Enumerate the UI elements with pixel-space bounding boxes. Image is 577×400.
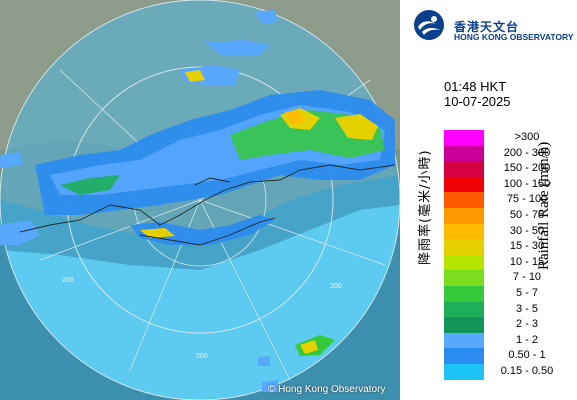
observation-date: 10-07-2025: [444, 94, 511, 109]
legend-title-cn: 降雨率(毫米/小時): [418, 149, 433, 265]
legend-label: >300: [514, 131, 540, 143]
legend-swatch: [444, 317, 484, 333]
legend-item: 3 - 5: [444, 301, 572, 318]
rainfall-legend: >300 200 - 300 150 - 200 100 - 150 75 - 100 5…: [444, 130, 572, 380]
legend-item: 100 - 150: [444, 176, 572, 193]
legend-item: 5 - 7: [444, 285, 572, 302]
legend-swatch: [444, 332, 484, 349]
hko-logo: 香港天文台 HONG KONG OBSERVATORY: [412, 8, 574, 42]
legend-label: 7 - 10: [512, 271, 542, 284]
legend-label: 10 - 15: [509, 255, 545, 268]
legend-item: 50 - 75: [444, 207, 572, 224]
legend-swatch: [444, 161, 484, 177]
legend-label: 200 - 300: [503, 146, 551, 159]
legend-swatch: [444, 207, 484, 224]
legend-item: 15 - 30: [444, 239, 572, 255]
legend-item: 30 - 50: [444, 223, 572, 240]
radar-map: 200 200 200 © Hong Kong Observatory: [0, 0, 400, 400]
legend-swatch: [444, 270, 484, 286]
legend-label: 150 - 200: [503, 162, 551, 175]
legend-label: 3 - 5: [515, 302, 538, 315]
legend-label: 30 - 50: [509, 224, 545, 237]
legend-swatch: [444, 192, 484, 208]
range-label-bottom: 200: [196, 353, 208, 360]
legend-item: >300: [444, 130, 572, 146]
legend-label: 15 - 30: [509, 240, 545, 253]
legend-swatch: [444, 239, 484, 255]
observation-time: 01:48 HKT: [444, 79, 507, 94]
range-label-right: 200: [330, 283, 342, 290]
legend-swatch: [444, 145, 484, 162]
legend-label: 5 - 7: [515, 286, 538, 299]
rain-echo-band: [0, 10, 395, 392]
legend-swatch: [444, 130, 484, 146]
legend-item: 7 - 10: [444, 270, 572, 286]
legend-item: 2 - 3: [444, 317, 572, 333]
legend-swatch: [444, 348, 484, 364]
legend-label: 0.50 - 1: [508, 349, 546, 362]
radar-map-svg: 200 200 200: [0, 0, 400, 400]
legend-label: 1 - 2: [515, 333, 538, 346]
legend-swatch: [444, 254, 484, 271]
legend-swatch: [444, 176, 484, 193]
legend-swatch: [444, 285, 484, 302]
legend-item: 0.50 - 1: [444, 348, 572, 364]
copyright-notice: © Hong Kong Observatory: [268, 384, 386, 395]
legend-title-en: Rainfall Rate (mm/h): [536, 141, 552, 270]
legend-item: 75 - 100: [444, 192, 572, 208]
range-label-left: 200: [62, 277, 74, 284]
legend-label: 100 - 150: [503, 177, 551, 190]
legend-swatch: [444, 363, 484, 380]
legend-swatch: [444, 223, 484, 240]
org-name-en: HONG KONG OBSERVATORY: [454, 32, 574, 42]
coastline: [19, 164, 396, 246]
legend-label: 2 - 3: [515, 318, 538, 331]
legend-label: 75 - 100: [506, 193, 548, 206]
legend-item: 1 - 2: [444, 332, 572, 349]
legend-label: 50 - 75: [509, 208, 545, 221]
org-name-cn: 香港天文台: [454, 20, 520, 34]
legend-swatch: [444, 301, 484, 318]
legend-item: 10 - 15: [444, 254, 572, 271]
legend-item: 150 - 200: [444, 161, 572, 177]
legend-item: 0.15 - 0.50: [444, 363, 572, 380]
legend-label: 0.15 - 0.50: [500, 364, 554, 377]
legend-item: 200 - 300: [444, 145, 572, 162]
side-panel: 香港天文台 HONG KONG OBSERVATORY 01:48 HKT 10…: [400, 0, 577, 400]
hko-emblem-icon: [414, 10, 444, 40]
